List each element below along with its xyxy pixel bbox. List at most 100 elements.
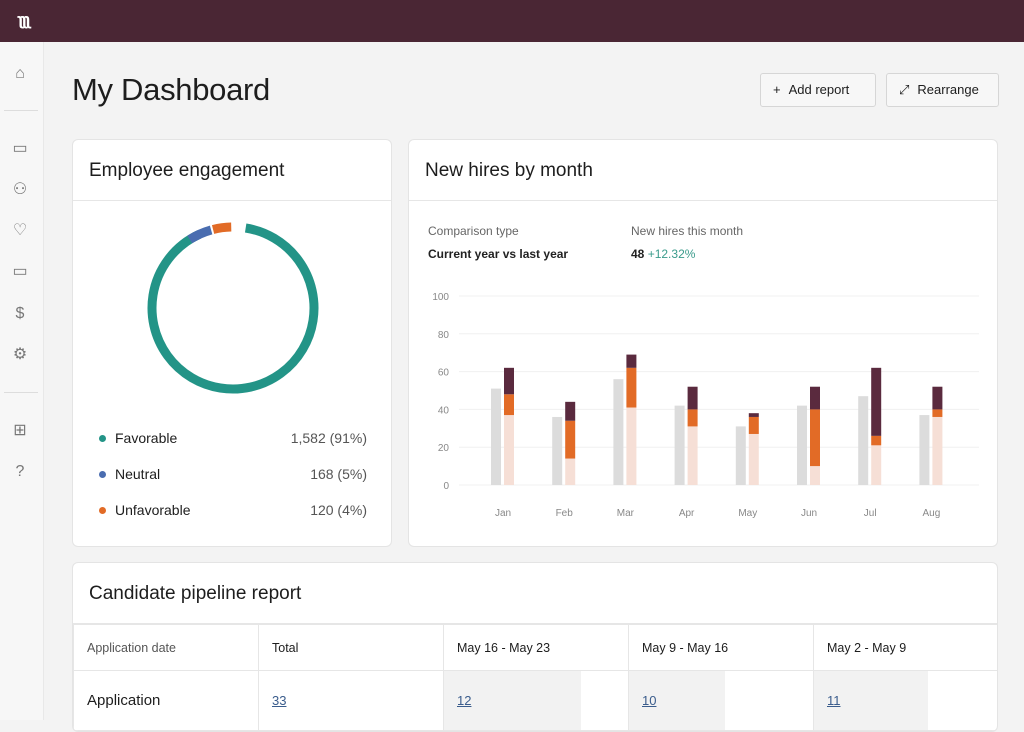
x-tick-label: Jul bbox=[864, 508, 877, 519]
last-year-bar[interactable] bbox=[613, 379, 624, 485]
rearrange-button[interactable]: ⤢ Rearrange bbox=[886, 73, 999, 107]
add-report-button[interactable]: + Add report bbox=[760, 73, 876, 107]
y-tick-label: 40 bbox=[438, 405, 450, 416]
current-top-bar[interactable] bbox=[687, 386, 698, 410]
count-link[interactable]: 10 bbox=[642, 693, 657, 708]
current-top-bar[interactable] bbox=[748, 413, 759, 417]
current-base-bar[interactable] bbox=[748, 433, 759, 485]
help-icon[interactable]: ? bbox=[15, 463, 25, 480]
y-tick-label: 20 bbox=[438, 443, 450, 454]
month-value: 48 bbox=[631, 247, 645, 261]
current-mid-bar[interactable] bbox=[626, 367, 637, 408]
current-mid-bar[interactable] bbox=[810, 409, 820, 467]
sidebar: ⌂ ▭ ⚇ ♡ ▭ $ ⚙ ⊞ ? bbox=[0, 42, 44, 720]
people-icon[interactable]: ⚇ bbox=[12, 181, 28, 198]
unfavorable-dot bbox=[99, 506, 106, 514]
current-top-bar[interactable] bbox=[871, 367, 882, 436]
gear-icon[interactable]: ⚙ bbox=[12, 346, 28, 363]
current-top-bar[interactable] bbox=[626, 354, 637, 368]
employee-engagement-card: Employee engagement Favorable 1,582 (91%)… bbox=[72, 139, 392, 547]
current-mid-bar[interactable] bbox=[565, 420, 576, 459]
pipeline-table: Application date Total May 16 - May 23 M… bbox=[73, 624, 997, 731]
header-cell: May 16 - May 23 bbox=[443, 624, 629, 671]
home-icon[interactable]: ⌂ bbox=[15, 65, 25, 82]
legend-label: Unfavorable bbox=[115, 502, 191, 518]
y-tick-label: 100 bbox=[432, 292, 449, 303]
current-base-bar[interactable] bbox=[504, 415, 514, 485]
engagement-donut bbox=[140, 215, 325, 400]
current-mid-bar[interactable] bbox=[687, 409, 698, 427]
last-year-bar[interactable] bbox=[735, 426, 746, 485]
current-top-bar[interactable] bbox=[504, 367, 514, 395]
current-mid-bar[interactable] bbox=[504, 394, 514, 416]
candidate-pipeline-card: Candidate pipeline report Application da… bbox=[72, 562, 998, 732]
last-year-bar[interactable] bbox=[674, 405, 685, 485]
x-tick-label: Aug bbox=[923, 508, 941, 519]
x-tick-label: Jun bbox=[801, 508, 817, 519]
top-bar: ʅʅʅ bbox=[0, 0, 1024, 42]
current-mid-bar[interactable] bbox=[871, 435, 882, 446]
x-tick-label: Jan bbox=[495, 508, 511, 519]
new-hires-chart: 0 20 40 60 80 100 Jan Feb Mar Apr May Jun Jul Aug bbox=[432, 292, 979, 519]
current-base-bar[interactable] bbox=[687, 426, 698, 485]
current-base-bar[interactable] bbox=[932, 416, 943, 485]
divider bbox=[4, 392, 38, 393]
current-top-bar[interactable] bbox=[932, 386, 943, 410]
legend-value: 168 (5%) bbox=[310, 466, 367, 482]
last-year-bar[interactable] bbox=[797, 405, 807, 485]
last-year-bar[interactable] bbox=[491, 388, 501, 485]
rearrange-label: Rearrange bbox=[917, 82, 979, 97]
new-hires-card: New hires by month Comparison type Curre… bbox=[408, 139, 998, 547]
heart-icon[interactable]: ♡ bbox=[12, 222, 28, 239]
expand-icon: ⤢ bbox=[899, 82, 910, 97]
cell: 33 bbox=[258, 670, 444, 731]
cell: 11 bbox=[813, 670, 997, 731]
total-link[interactable]: 33 bbox=[272, 693, 287, 708]
apps-add-icon[interactable]: ⊞ bbox=[13, 422, 27, 439]
y-tick-label: 0 bbox=[443, 481, 449, 492]
count-link[interactable]: 11 bbox=[827, 693, 841, 708]
plus-icon: + bbox=[773, 82, 781, 97]
last-year-bar[interactable] bbox=[858, 396, 869, 485]
y-tick-label: 60 bbox=[438, 368, 450, 379]
current-top-bar[interactable] bbox=[565, 401, 576, 421]
legend-value: 120 (4%) bbox=[310, 502, 367, 518]
current-base-bar[interactable] bbox=[626, 407, 637, 485]
legend-label: Favorable bbox=[115, 430, 178, 446]
page-title: My Dashboard bbox=[72, 72, 270, 107]
count-link[interactable]: 12 bbox=[457, 693, 472, 708]
cell: 10 bbox=[628, 670, 814, 731]
divider bbox=[4, 110, 38, 111]
current-mid-bar[interactable] bbox=[932, 409, 943, 417]
current-mid-bar[interactable] bbox=[748, 416, 759, 434]
legend-neutral: Neutral 168 (5%) bbox=[99, 466, 367, 482]
cell: 12 bbox=[443, 670, 629, 731]
briefcase-icon[interactable]: ▭ bbox=[12, 140, 28, 157]
x-tick-label: Mar bbox=[617, 508, 635, 519]
current-top-bar[interactable] bbox=[810, 386, 820, 410]
card-title: Candidate pipeline report bbox=[73, 563, 997, 624]
header-cell: Application date bbox=[73, 624, 259, 671]
logo[interactable]: ʅʅʅ bbox=[18, 10, 31, 29]
favorable-dot bbox=[99, 434, 106, 442]
favorable-segment[interactable] bbox=[140, 215, 325, 400]
legend-value: 1,582 (91%) bbox=[290, 430, 367, 446]
comparison-value[interactable]: Current year vs last year bbox=[428, 247, 569, 261]
last-year-bar[interactable] bbox=[552, 416, 563, 485]
x-tick-label: Apr bbox=[679, 508, 695, 519]
last-year-bar[interactable] bbox=[919, 415, 930, 485]
comparison-label: Comparison type bbox=[428, 224, 519, 238]
current-base-bar[interactable] bbox=[871, 445, 882, 485]
header-cell: Total bbox=[258, 624, 444, 671]
legend-favorable: Favorable 1,582 (91%) bbox=[99, 430, 367, 446]
current-base-bar[interactable] bbox=[565, 458, 576, 485]
laptop-icon[interactable]: ▭ bbox=[12, 263, 28, 280]
row-label: Application bbox=[73, 670, 259, 731]
legend-unfavorable: Unfavorable 120 (4%) bbox=[99, 502, 367, 518]
table-row: Application 33 12 10 11 bbox=[73, 670, 997, 731]
current-base-bar[interactable] bbox=[810, 466, 820, 485]
header-cell: May 2 - May 9 bbox=[813, 624, 997, 671]
add-report-label: Add report bbox=[788, 82, 850, 97]
dollar-icon[interactable]: $ bbox=[15, 305, 25, 322]
month-change: +12.32% bbox=[647, 247, 696, 261]
